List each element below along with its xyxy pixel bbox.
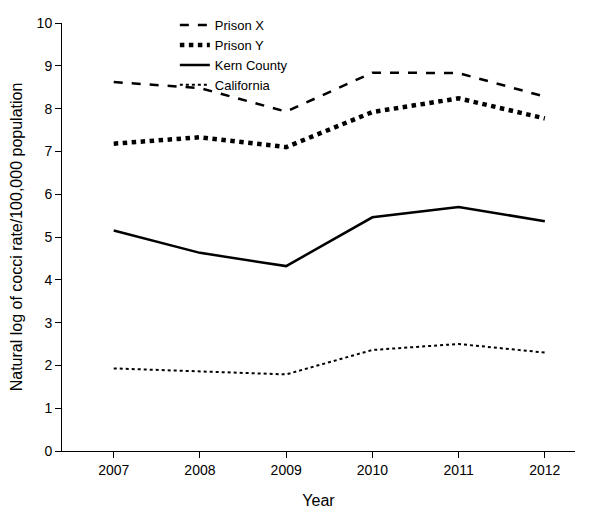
svg-text:2012: 2012 [529, 462, 560, 478]
svg-text:2: 2 [44, 357, 52, 373]
svg-text:2011: 2011 [444, 462, 474, 478]
svg-text:2010: 2010 [357, 462, 388, 478]
svg-text:10: 10 [37, 15, 53, 31]
svg-text:6: 6 [44, 186, 52, 202]
svg-text:1: 1 [44, 400, 52, 416]
svg-text:2007: 2007 [98, 462, 129, 478]
svg-text:Year: Year [302, 492, 335, 509]
svg-text:7: 7 [44, 143, 52, 159]
svg-text:9: 9 [44, 58, 52, 74]
svg-text:3: 3 [44, 315, 52, 331]
svg-text:Prison Y: Prison Y [215, 38, 264, 53]
svg-text:0: 0 [44, 443, 52, 459]
svg-text:Kern County: Kern County [215, 58, 288, 73]
svg-text:8: 8 [44, 101, 52, 117]
svg-text:5: 5 [44, 229, 52, 245]
svg-text:Prison X: Prison X [215, 18, 264, 33]
svg-text:California: California [215, 78, 271, 93]
svg-text:4: 4 [44, 272, 52, 288]
svg-text:2008: 2008 [184, 462, 215, 478]
svg-text:2009: 2009 [271, 462, 302, 478]
svg-text:Natural log of cocci rate/100,: Natural log of cocci rate/100,000 popula… [8, 83, 25, 392]
